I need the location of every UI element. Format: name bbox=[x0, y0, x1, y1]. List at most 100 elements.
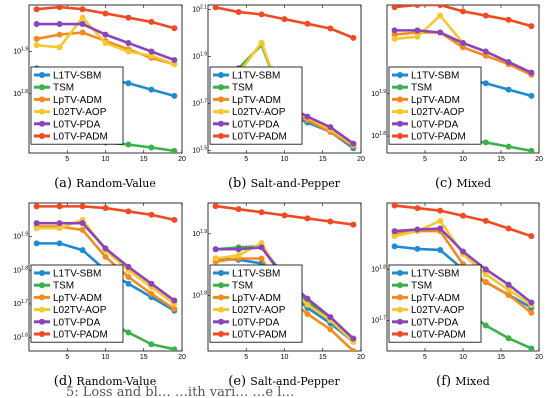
x-tick-label: 15 bbox=[319, 156, 327, 163]
data-point bbox=[437, 207, 444, 214]
legend-swatch-marker bbox=[397, 270, 403, 276]
legend-box bbox=[388, 66, 482, 145]
legend-label: L1TV-SBM bbox=[232, 269, 280, 280]
data-point bbox=[79, 14, 86, 21]
legend-swatch-marker bbox=[397, 133, 403, 139]
data-point bbox=[56, 21, 63, 28]
legend-label: L0TV-PADM bbox=[232, 132, 287, 143]
legend-swatch-marker bbox=[218, 120, 224, 127]
data-point bbox=[482, 217, 489, 224]
data-point bbox=[56, 225, 63, 232]
data-point bbox=[79, 6, 86, 13]
legend-label: L0TV-PADM bbox=[411, 132, 466, 143]
data-point bbox=[56, 240, 63, 247]
data-point bbox=[33, 42, 40, 49]
data-point bbox=[125, 263, 132, 270]
legend-swatch-marker bbox=[218, 84, 224, 91]
subfigure-caption: (a) Random-Value bbox=[54, 176, 156, 191]
y-tick-label: 101.7 bbox=[192, 99, 207, 108]
data-point bbox=[414, 245, 421, 252]
data-point bbox=[437, 5, 444, 8]
data-point bbox=[505, 143, 512, 150]
legend-label: L0TV-PDA bbox=[232, 317, 280, 328]
data-point bbox=[482, 80, 489, 87]
data-point bbox=[79, 226, 86, 233]
data-point bbox=[171, 147, 178, 153]
data-point bbox=[125, 40, 132, 47]
data-point bbox=[350, 348, 357, 351]
data-point bbox=[258, 244, 265, 251]
x-tick-label: 15 bbox=[319, 354, 327, 361]
data-point bbox=[528, 147, 535, 153]
data-point bbox=[102, 253, 109, 260]
x-tick-label: 5 bbox=[65, 156, 69, 163]
legend-label: TSM bbox=[232, 83, 253, 94]
x-tick-label: 10 bbox=[459, 156, 467, 163]
x-tick-label: 20 bbox=[535, 156, 543, 163]
data-point bbox=[391, 5, 398, 11]
x-tick-label: 20 bbox=[178, 156, 186, 163]
y-tick-label: 102.1 bbox=[192, 5, 207, 14]
legend-swatch-marker bbox=[39, 108, 45, 115]
data-point bbox=[391, 31, 398, 38]
data-point bbox=[482, 12, 489, 19]
data-point bbox=[125, 329, 132, 336]
data-point bbox=[414, 33, 421, 40]
data-point bbox=[33, 35, 40, 42]
data-point bbox=[391, 35, 398, 42]
x-tick-label: 15 bbox=[497, 354, 505, 361]
data-point bbox=[304, 215, 311, 222]
data-point bbox=[304, 301, 311, 308]
data-point bbox=[79, 247, 86, 254]
data-point bbox=[350, 221, 357, 228]
data-point bbox=[212, 246, 219, 253]
data-point bbox=[505, 281, 512, 288]
data-point bbox=[482, 52, 489, 59]
data-point bbox=[505, 291, 512, 298]
data-point bbox=[528, 69, 535, 76]
data-point bbox=[258, 255, 265, 262]
legend-label: L02TV-AOP bbox=[53, 305, 107, 316]
data-point bbox=[258, 39, 265, 46]
data-point bbox=[528, 233, 535, 240]
legend-swatch-marker bbox=[218, 133, 224, 139]
legend-label: LpTV-ADM bbox=[232, 293, 281, 304]
y-tick-label: 101.6 bbox=[13, 333, 28, 342]
legend-swatch-marker bbox=[39, 331, 45, 337]
legend-label: L02TV-AOP bbox=[411, 305, 465, 316]
subfigure-caption: (f) Mixed bbox=[436, 374, 490, 389]
data-point bbox=[528, 92, 535, 99]
legend-label: LpTV-ADM bbox=[232, 95, 281, 106]
x-tick-label: 10 bbox=[102, 354, 110, 361]
data-point bbox=[171, 61, 178, 68]
x-tick-label: 15 bbox=[497, 156, 505, 163]
legend-swatch-marker bbox=[39, 72, 45, 78]
data-point bbox=[79, 203, 86, 210]
y-tick-label: 101.9 bbox=[13, 232, 28, 241]
data-point bbox=[33, 203, 40, 210]
data-point bbox=[171, 25, 178, 32]
data-point bbox=[148, 211, 155, 218]
data-point bbox=[304, 311, 311, 317]
legend-swatch-marker bbox=[218, 306, 224, 313]
legend-label: L02TV-AOP bbox=[411, 107, 465, 118]
legend-swatch-marker bbox=[218, 318, 224, 325]
y-tick-label: 101.9 bbox=[192, 52, 207, 61]
data-point bbox=[460, 8, 466, 15]
data-point bbox=[528, 299, 535, 306]
chart-panel: 5 10 15 20101.9101.8L1TV-SBMTSMLpTV-ADML02T… bbox=[192, 202, 365, 361]
x-tick-label: 5 bbox=[423, 354, 427, 361]
data-point bbox=[391, 203, 398, 209]
subfigure-captions: (a) Random-Value (b) Salt-and-Pepper (c) M… bbox=[54, 176, 491, 389]
data-point bbox=[102, 245, 109, 252]
legend-label: L0TV-PADM bbox=[411, 330, 466, 341]
legend-label: L1TV-SBM bbox=[411, 269, 459, 280]
data-point bbox=[304, 113, 311, 120]
data-point bbox=[505, 16, 512, 23]
x-tick-label: 5 bbox=[423, 156, 427, 163]
legend-swatch-marker bbox=[39, 96, 45, 103]
y-tick-label: 101.8 bbox=[13, 89, 28, 98]
